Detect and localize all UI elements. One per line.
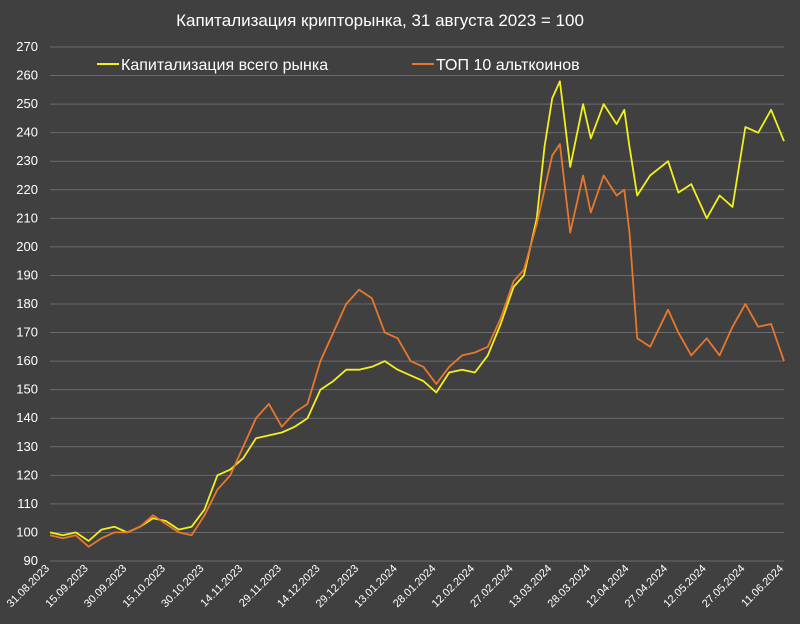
y-axis-ticks: 90 100 110 120 130 140 150 160 170 180 190 200 210 22… [16, 39, 38, 568]
y-tick-label: 230 [16, 153, 38, 168]
series-line-0 [49, 80, 785, 542]
y-tick-label: 140 [16, 410, 38, 425]
gridlines [50, 46, 784, 562]
y-tick-label: 170 [16, 325, 38, 340]
y-tick-label: 220 [16, 182, 38, 197]
series-lines [49, 80, 785, 548]
y-tick-label: 210 [16, 210, 38, 225]
y-tick-label: 160 [16, 353, 38, 368]
legend-label: Капитализация всего рынка [121, 57, 328, 74]
legend: Капитализация всего рынка ТОП 10 альткоин… [97, 57, 580, 74]
x-axis-ticks: 31.08.202315.09.202330.09.202315.10.2023… [5, 563, 786, 610]
y-tick-label: 240 [16, 125, 38, 140]
y-tick-label: 180 [16, 296, 38, 311]
series-line-1 [49, 143, 785, 548]
y-tick-label: 250 [16, 96, 38, 111]
legend-label: ТОП 10 альткоинов [436, 57, 580, 74]
y-tick-label: 270 [16, 39, 38, 54]
y-tick-label: 130 [16, 439, 38, 454]
y-tick-label: 190 [16, 267, 38, 282]
y-tick-label: 150 [16, 382, 38, 397]
chart-title: Капитализация крипторынка, 31 августа 20… [176, 11, 584, 30]
y-tick-label: 90 [24, 553, 38, 568]
y-tick-label: 110 [17, 496, 38, 511]
y-tick-label: 200 [16, 239, 38, 254]
y-tick-label: 260 [16, 68, 38, 83]
y-tick-label: 120 [16, 467, 38, 482]
x-tick-label: 11.06.2024 [739, 563, 786, 610]
y-tick-label: 100 [16, 524, 38, 539]
